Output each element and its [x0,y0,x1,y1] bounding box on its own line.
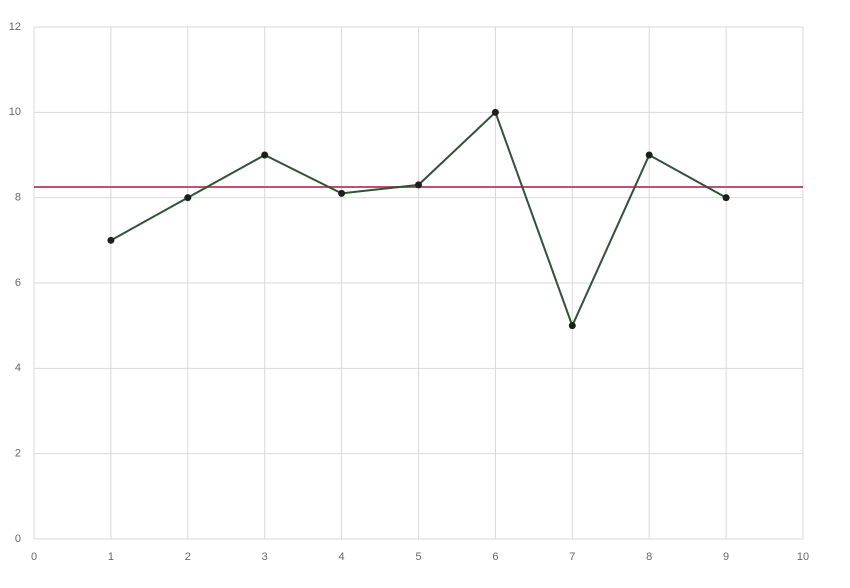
data-point [338,189,346,197]
data-point [491,108,499,116]
x-tick-label: 6 [492,551,498,563]
x-tick-label: 1 [108,551,114,563]
x-tick-label: 8 [646,551,652,563]
data-point [107,236,115,244]
x-tick-label: 5 [415,551,421,563]
x-tick-label: 7 [569,551,575,563]
y-tick-label: 2 [15,448,21,460]
x-tick-label: 10 [797,551,809,563]
data-point [184,194,192,202]
y-tick-label: 10 [9,106,21,118]
data-point [568,322,576,330]
data-point [261,151,269,159]
y-tick-label: 6 [15,277,21,289]
y-tick-label: 12 [9,21,21,33]
x-tick-label: 0 [31,551,37,563]
x-tick-label: 3 [262,551,268,563]
y-tick-label: 4 [15,362,21,374]
x-tick-label: 9 [723,551,729,563]
y-tick-label: 8 [15,192,21,204]
x-tick-label: 2 [185,551,191,563]
y-tick-label: 0 [15,533,21,545]
data-point [415,181,422,189]
data-point [722,194,730,202]
x-tick-label: 4 [339,551,345,563]
data-point [645,151,653,159]
